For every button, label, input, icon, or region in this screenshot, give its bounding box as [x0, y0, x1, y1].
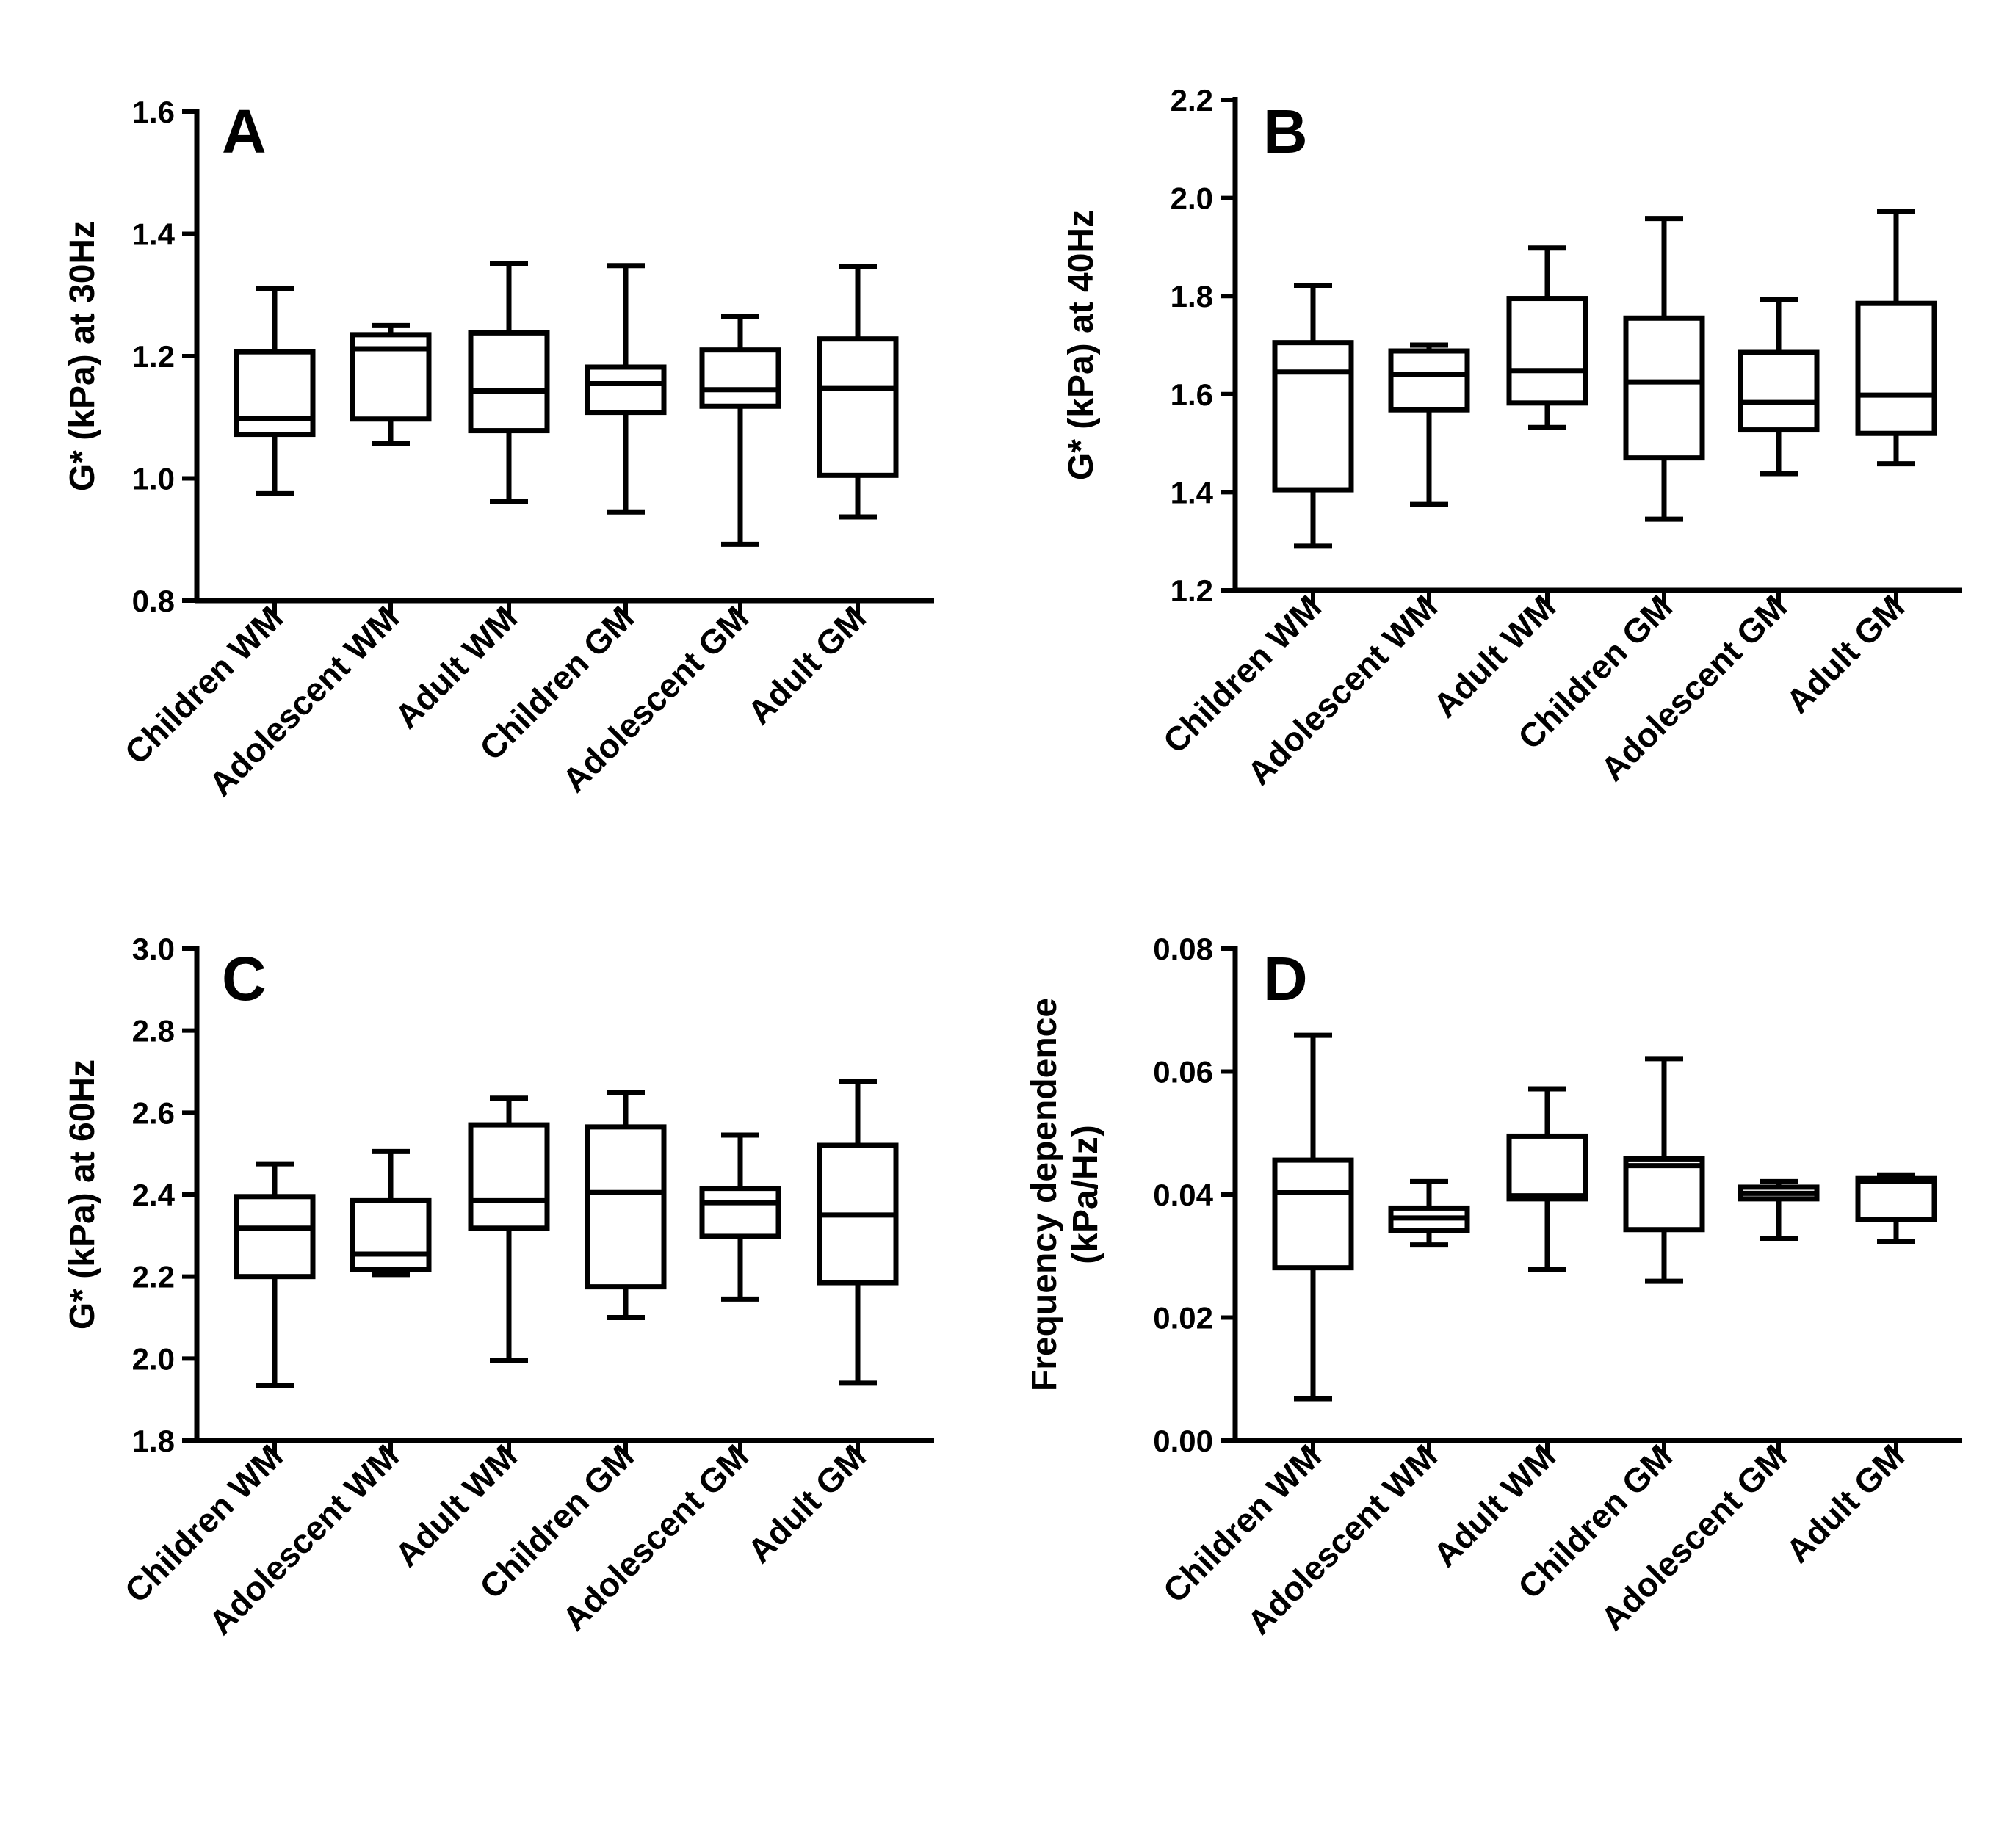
y-tick-label: 2.0	[132, 1341, 175, 1376]
y-tick-label: 0.00	[1153, 1424, 1213, 1458]
box-iqr	[468, 1122, 550, 1231]
category-label: Adult GM	[740, 598, 873, 731]
box-3	[1506, 245, 1588, 605]
box-iqr	[1506, 296, 1588, 406]
y-tick-label: 1.0	[132, 462, 175, 496]
box-2	[350, 1148, 432, 1455]
box-3	[468, 1095, 550, 1455]
y-tick-label: 1.4	[1171, 475, 1214, 510]
box-iqr	[585, 1124, 667, 1290]
box-iqr	[1272, 340, 1354, 493]
box-iqr	[699, 1186, 781, 1239]
y-tick-label: 1.8	[1171, 279, 1213, 314]
y-axis-title: G* (kPa) at 60Hz	[63, 1059, 102, 1330]
panel-d: 0.00 0.02 0.04 0.06 0.08 Frequency dependence…	[1025, 932, 1962, 1642]
box-4	[585, 263, 667, 615]
box-iqr	[817, 336, 899, 478]
box-iqr	[585, 364, 667, 416]
box-iqr	[1623, 1156, 1705, 1233]
y-tick-label: 1.6	[1171, 377, 1213, 412]
box-iqr	[1272, 1157, 1354, 1271]
category-label: Adult GM	[1779, 587, 1912, 720]
box-5	[1738, 1178, 1820, 1455]
y-tick-label: 3.0	[132, 932, 175, 966]
box-3	[468, 260, 550, 615]
y-axis-title: (kPa/Hz)	[1066, 1125, 1105, 1264]
y-tick-label: 2.2	[1171, 83, 1213, 117]
box-4	[1623, 1056, 1705, 1455]
y-tick-label: 0.06	[1153, 1055, 1213, 1090]
y-tick-label: 1.2	[132, 339, 175, 374]
box-4	[585, 1090, 667, 1455]
y-tick-label: 1.6	[132, 95, 175, 129]
y-tick-label: 0.02	[1153, 1301, 1213, 1336]
box-1	[234, 286, 316, 615]
box-iqr	[468, 330, 550, 434]
y-tick-label: 0.04	[1153, 1178, 1213, 1212]
y-tick-label: 2.2	[132, 1260, 175, 1294]
box-iqr	[234, 349, 316, 438]
box-6	[817, 1079, 899, 1455]
y-axis-title: G* (kPa) at 30Hz	[63, 221, 102, 491]
panel-letter: B	[1263, 97, 1308, 166]
panel-letter: C	[222, 944, 267, 1013]
box-5	[699, 314, 781, 615]
panel-letter: D	[1263, 944, 1308, 1013]
box-iqr	[1388, 348, 1470, 413]
box-6	[1855, 209, 1937, 605]
box-iqr	[350, 1197, 432, 1272]
box-1	[1272, 283, 1354, 605]
box-6	[817, 264, 899, 615]
box-2	[1388, 342, 1470, 605]
y-tick-label: 2.8	[132, 1014, 175, 1048]
y-tick-label: 0.8	[132, 584, 175, 618]
box-6	[1855, 1172, 1937, 1455]
y-tick-label: 2.0	[1171, 181, 1213, 216]
box-5	[1738, 297, 1820, 605]
box-iqr	[1506, 1133, 1588, 1202]
y-tick-label: 0.08	[1153, 932, 1213, 966]
box-iqr	[1855, 300, 1937, 436]
box-iqr	[234, 1194, 316, 1280]
category-label: Adult GM	[1779, 1437, 1912, 1570]
panel-c: 1.82.02.22.42.62.83.0G* (kPa) at 60HzCCh…	[63, 932, 934, 1642]
y-tick-label: 1.8	[132, 1424, 175, 1458]
box-1	[234, 1161, 316, 1455]
box-2	[350, 322, 432, 615]
panel-b: 1.21.41.61.82.02.2G* (kPa) at 40HzBChild…	[1062, 83, 1962, 792]
box-iqr	[1855, 1175, 1937, 1222]
box-iqr	[699, 347, 781, 409]
panel-a: 0.81.01.21.41.6G* (kPa) at 30HzAChildren…	[63, 95, 934, 803]
y-axis-title: Frequency dependence	[1025, 998, 1064, 1391]
box-4	[1623, 216, 1705, 605]
box-iqr	[1738, 349, 1820, 433]
box-1	[1272, 1032, 1354, 1455]
category-label: Adult GM	[740, 1437, 873, 1570]
y-tick-label: 1.2	[1171, 573, 1213, 608]
box-iqr	[1623, 315, 1705, 461]
y-tick-label: 2.4	[132, 1178, 176, 1212]
y-tick-label: 2.6	[132, 1095, 175, 1130]
box-2	[1388, 1178, 1470, 1455]
y-axis-title: G* (kPa) at 40Hz	[1062, 210, 1101, 480]
panel-letter: A	[222, 97, 267, 166]
box-3	[1506, 1086, 1588, 1455]
box-5	[699, 1132, 781, 1455]
y-tick-label: 1.4	[132, 217, 176, 252]
